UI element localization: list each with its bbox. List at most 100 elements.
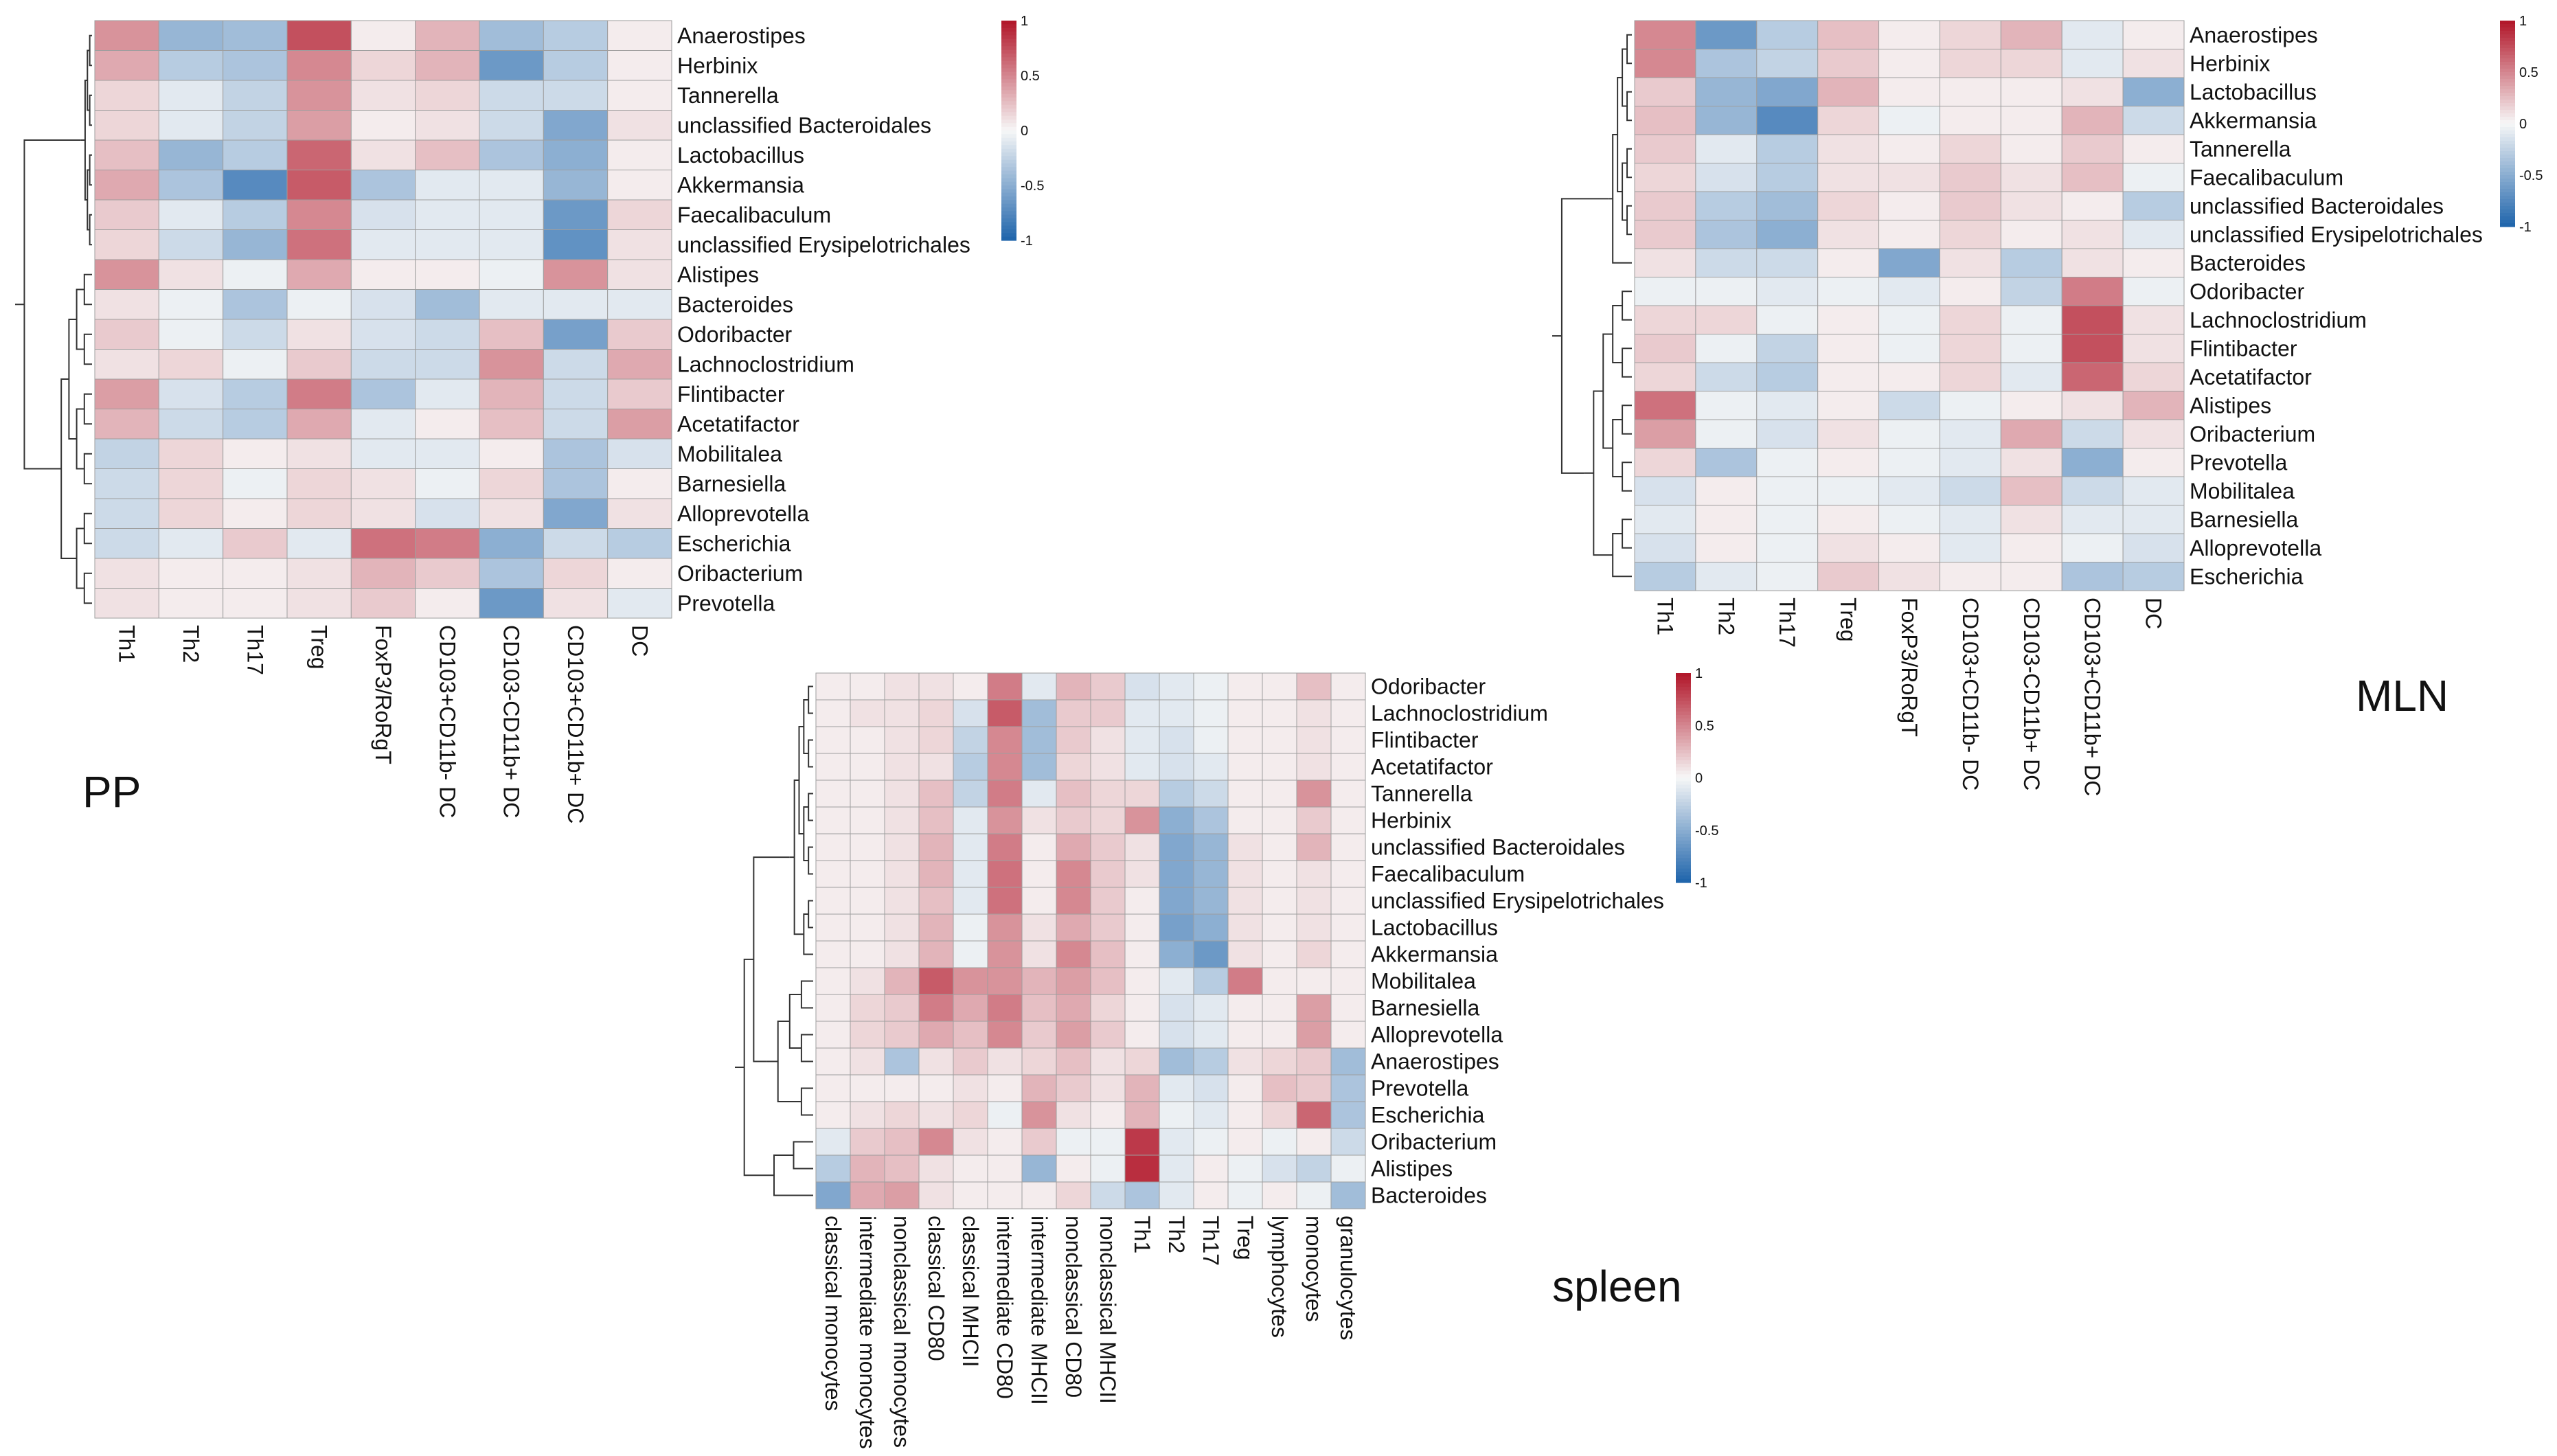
colorbar-swatch [2500,165,2515,169]
heatmap-cell [1695,505,1758,534]
heatmap-cell [1227,1021,1263,1049]
heatmap-cell [223,438,288,469]
heatmap-cell [415,409,480,440]
heatmap-cell [350,50,416,81]
dendrogram-branch [743,958,755,1176]
heatmap-cell [1939,305,2001,334]
heatmap-cell [94,438,159,469]
heatmap-cell [918,699,954,727]
heatmap-cell [543,409,609,440]
heatmap-cell [2122,391,2185,420]
heatmap-cell [1939,77,2001,106]
heatmap-cell [815,726,851,754]
heatmap-cell [1756,505,1819,534]
column-label: DC [2141,598,2166,629]
heatmap-cell [1296,1021,1332,1049]
heatmap-cell [918,887,954,915]
heatmap-cell [479,468,544,499]
row-label: Tannerella [1371,782,1473,806]
heatmap-cell [2061,533,2124,562]
heatmap-cell [94,349,159,380]
heatmap-cell [1634,562,1696,591]
heatmap-cell [1193,672,1229,701]
row-label: Anaerostipes [1371,1049,1499,1074]
heatmap-cell [1939,562,2001,591]
heatmap-cell [223,349,288,380]
heatmap-cell [607,50,672,81]
heatmap-cell [94,139,159,170]
column-label: Th1 [115,625,139,663]
heatmap-cell [286,498,352,529]
heatmap-cell [543,199,609,230]
heatmap-cell [1262,726,1297,754]
heatmap-cell [1634,20,1696,49]
heatmap-cell [850,833,885,861]
column-label: Th1 [1130,1216,1155,1253]
heatmap-cell [1939,362,2001,391]
column-label: FoxP3/RoRgT [371,625,396,764]
heatmap-cell [607,558,672,589]
heatmap-cell [223,409,288,440]
colorbar-swatch [1001,49,1016,54]
column-label: DC [627,625,652,657]
heatmap-cell [987,913,1023,942]
heatmap-cell [1124,887,1160,915]
heatmap-cell [607,20,672,51]
heatmap-cell [223,588,288,619]
heatmap-cell [1939,220,2001,249]
heatmap-cell [350,170,416,201]
colorbar-swatch [1676,878,1691,883]
heatmap-cell [1124,753,1160,781]
heatmap-cell [1634,476,1696,505]
colorbar-swatch [1001,109,1016,113]
heatmap-cell [2122,106,2185,135]
heatmap-cell [1193,1074,1229,1102]
heatmap-cell [1939,334,2001,363]
heatmap-cell [1756,191,1819,220]
heatmap-cell [2000,391,2062,420]
heatmap-cell [1090,967,1126,995]
dendrogram-branch [800,1034,813,1062]
row-label: unclassified Bacteroidales [677,113,931,137]
row-label: Akkermansia [677,172,804,197]
heatmap-cell [815,967,851,995]
heatmap-panel-pp: Anaerostipes Herbinix Tannerella unclassifi… [15,14,1044,823]
heatmap-cell [2122,277,2185,306]
column-label: Th2 [179,625,203,663]
heatmap-cell [1634,419,1696,448]
colorbar-swatch [1001,196,1016,201]
row-label: Lactobacillus [677,143,804,168]
heatmap-cell [158,289,224,320]
heatmap-cell [1090,1047,1126,1076]
heatmap-cell [1227,1154,1263,1183]
heatmap-cell [223,528,288,559]
heatmap-cell [2061,362,2124,391]
heatmap-cell [479,378,544,409]
heatmap-cell [1021,1021,1057,1049]
heatmap-cell [1695,77,1758,106]
heatmap-cell [1193,940,1229,968]
heatmap-cell [94,50,159,81]
heatmap-cell [815,780,851,808]
colorbar-swatch [1001,236,1016,241]
dendrogram-branch [1626,148,1632,179]
heatmap-cell [286,468,352,499]
heatmap-cell [2000,163,2062,192]
heatmap-cell [1330,994,1366,1022]
heatmap-cell [286,558,352,589]
row-label: Alloprevotella [677,501,809,526]
heatmap-cell [1695,476,1758,505]
heatmap-cell [987,1128,1023,1156]
heatmap-cell [2061,419,2124,448]
dendrogram-branch [793,1141,813,1170]
heatmap-cell [286,110,352,141]
heatmap-cell [1817,505,1880,534]
heatmap-cell [1939,106,2001,135]
heatmap-cell [953,806,988,834]
heatmap-cell [479,349,544,380]
heatmap-cell [918,860,954,888]
heatmap-cell [2061,476,2124,505]
heatmap-cell [1124,1181,1160,1209]
heatmap-cell [1296,1154,1332,1183]
